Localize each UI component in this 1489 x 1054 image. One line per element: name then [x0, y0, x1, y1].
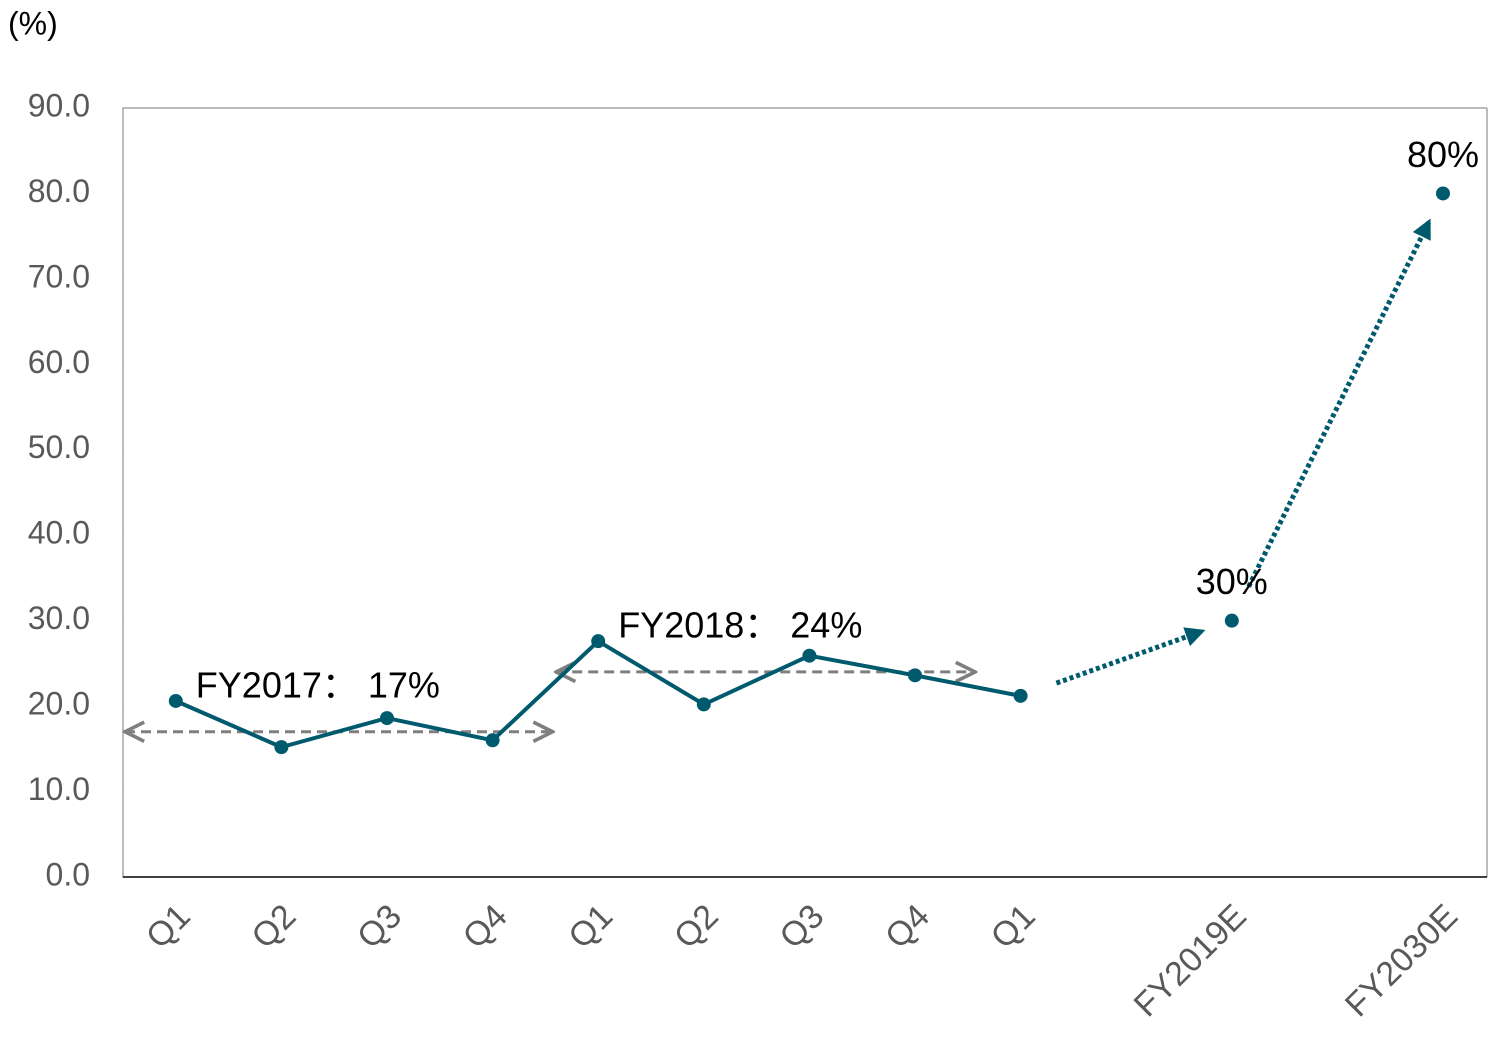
marker	[274, 740, 289, 755]
marker	[591, 634, 606, 649]
x-tick-label: Q1	[984, 897, 1043, 956]
value-label: 80%	[1407, 134, 1479, 175]
y-tick-label: 40.0	[28, 515, 90, 551]
x-tick-label: Q2	[244, 897, 303, 956]
marker	[1224, 613, 1239, 628]
y-axis-label: (%)	[8, 5, 58, 41]
x-tick-label: Q2	[667, 897, 726, 956]
value-label: 30%	[1196, 561, 1268, 602]
y-tick-label: 30.0	[28, 600, 90, 636]
y-tick-label: 70.0	[28, 258, 90, 294]
trend-arrow	[1055, 627, 1206, 686]
y-tick-label: 90.0	[28, 87, 90, 123]
y-tick-label: 50.0	[28, 429, 90, 465]
x-tick-label: Q1	[139, 897, 198, 956]
trend-arrow	[1246, 218, 1432, 588]
marker	[908, 668, 922, 683]
marker	[168, 693, 183, 708]
annotation-text: FY2018： 24%	[618, 604, 862, 645]
marker	[802, 648, 817, 663]
marker	[1013, 688, 1028, 703]
marker	[380, 711, 394, 726]
y-tick-label: 10.0	[28, 771, 90, 807]
x-tick-label: Q3	[772, 897, 831, 956]
y-tick-label: 20.0	[28, 686, 90, 722]
x-tick-label: Q4	[878, 897, 937, 956]
y-tick-label: 80.0	[28, 173, 90, 209]
x-tick-label: Q1	[561, 897, 620, 956]
x-tick-label: Q4	[456, 897, 515, 956]
marker	[485, 733, 500, 748]
x-tick-label: Q3	[350, 897, 409, 956]
x-tick-label: FY2030E	[1338, 897, 1465, 1024]
marker	[696, 697, 711, 712]
y-tick-label: 0.0	[46, 856, 90, 892]
x-tick-label: FY2019E	[1127, 897, 1254, 1024]
annotation-text: FY2017： 17%	[196, 664, 440, 705]
y-tick-label: 60.0	[28, 344, 90, 380]
marker	[1436, 186, 1450, 201]
